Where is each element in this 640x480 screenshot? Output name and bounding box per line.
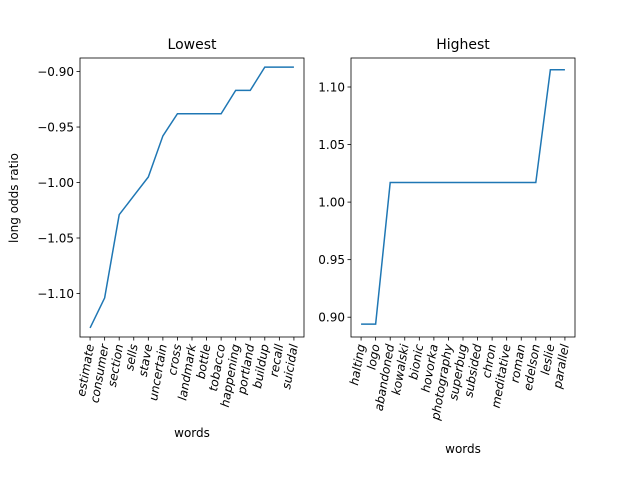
y-tick-label: −0.90	[37, 65, 74, 79]
x-tick-label: bionic	[406, 343, 426, 381]
y-tick-label: −1.00	[37, 176, 74, 190]
x-tick-label: logo	[364, 343, 382, 371]
y-tick-label: 1.00	[318, 195, 345, 209]
y-tick-label: −1.05	[37, 231, 74, 245]
y-tick-label: 0.95	[318, 253, 345, 267]
x-axis-label: words	[445, 442, 481, 456]
y-tick-label: −0.95	[37, 120, 74, 134]
y-tick-label: 0.90	[318, 311, 345, 325]
plot-frame	[350, 57, 576, 338]
chart-title: Highest	[436, 37, 490, 53]
y-axis-label: long odds ratio	[7, 153, 21, 243]
plot-frame	[79, 57, 305, 338]
series-line	[89, 66, 294, 329]
x-tick-label: chron	[479, 343, 499, 379]
x-tick-label: cross	[165, 343, 184, 376]
x-tick-label: sells	[122, 343, 140, 372]
chart-title: Lowest	[168, 37, 217, 53]
chart-lowest: Lowest words long odds ratio −1.10 −1.05 −…	[7, 37, 305, 440]
x-tick-label: recall	[267, 342, 287, 378]
y-tick-label: −1.10	[37, 287, 74, 301]
x-tick-label: stave	[136, 343, 155, 378]
x-tick-label: bottle	[194, 343, 214, 380]
axes-lowest: −1.10−1.05−1.00−0.95−0.90estimateconsume…	[37, 57, 305, 408]
y-tick-label: 1.10	[318, 80, 345, 94]
series-line	[361, 68, 565, 325]
x-tick-label: leslie	[538, 343, 557, 376]
x-axis-label: words	[174, 426, 210, 440]
x-tick-label: roman	[508, 343, 529, 384]
y-tick-label: 1.05	[318, 138, 345, 152]
